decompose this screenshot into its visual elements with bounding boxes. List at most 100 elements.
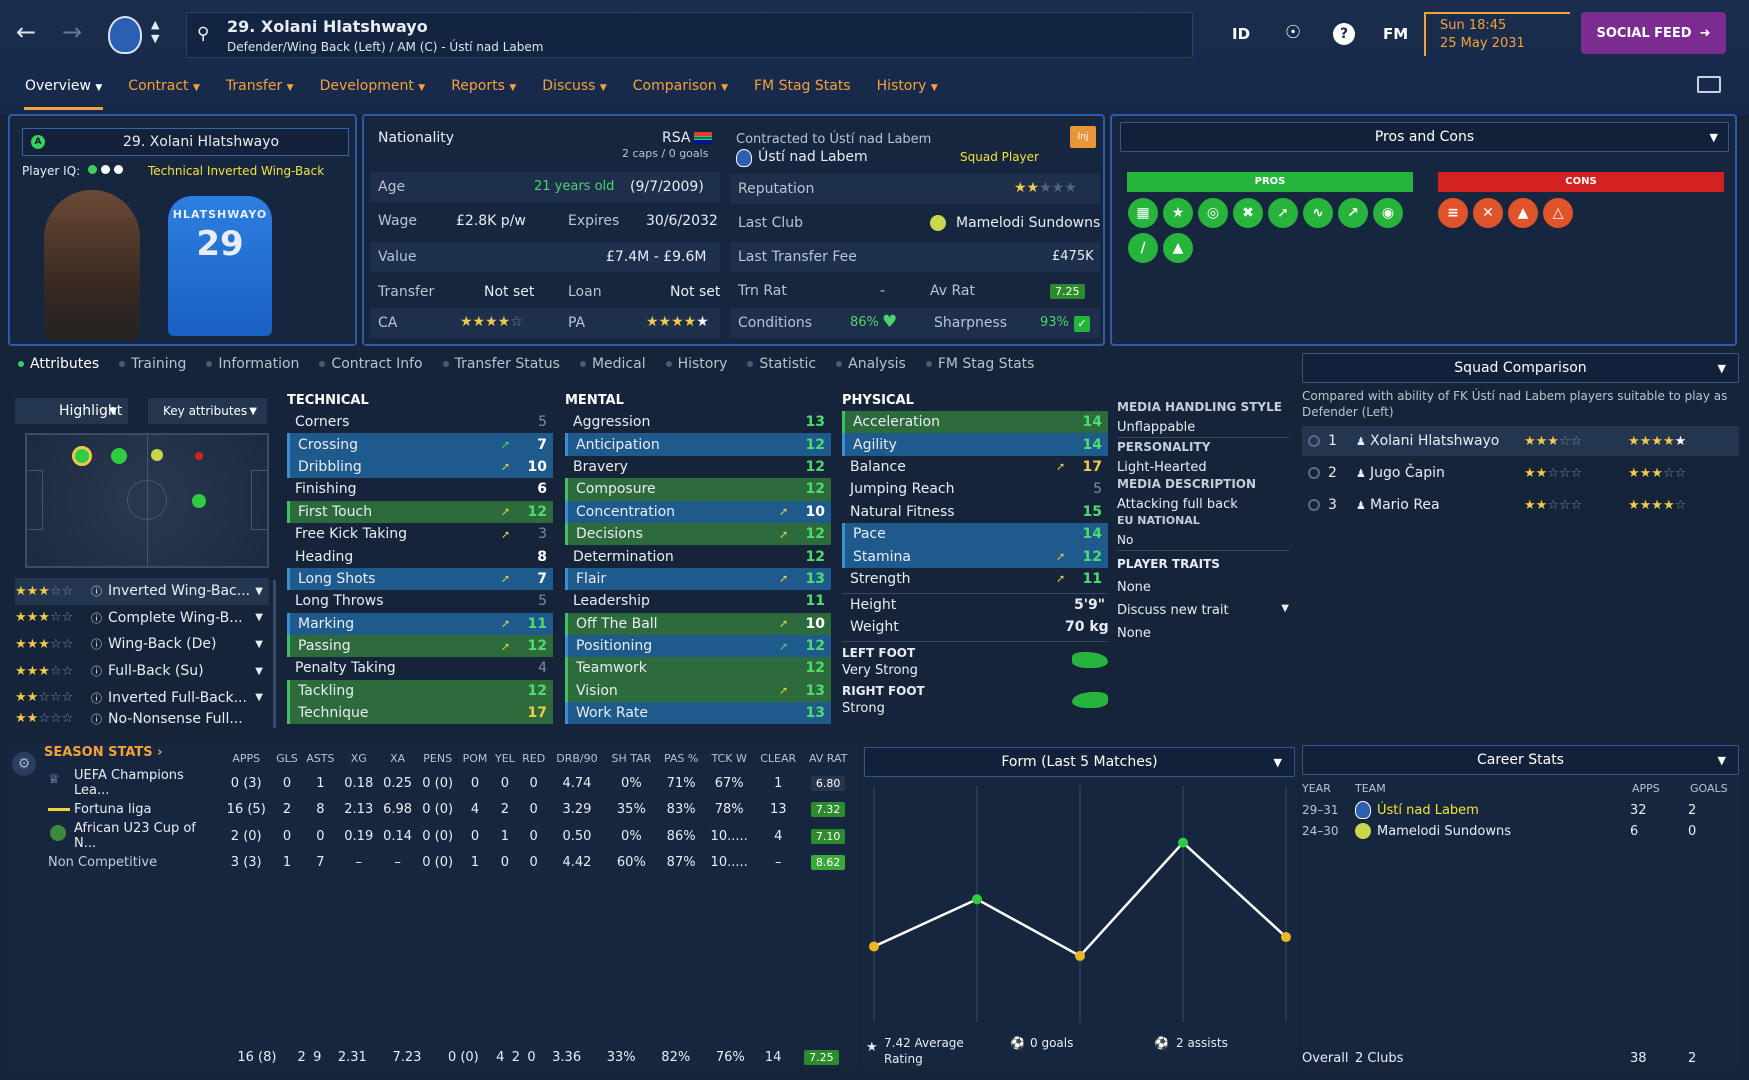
attr-row-pace[interactable]: Pace 14 [842,522,1108,546]
attr-row-composure[interactable]: Composure 12 [565,478,831,501]
club-name[interactable]: Ústí nad Labem [758,149,868,165]
tab-contract[interactable]: Contract ▼ [128,78,200,94]
attr-row-agility[interactable]: Agility 14 [842,433,1108,456]
con-icon[interactable]: ✕ [1473,198,1503,228]
con-icon[interactable]: △ [1543,198,1573,228]
pro-icon[interactable]: ↗ [1338,198,1368,228]
highlight-dropdown[interactable]: Highlight ▼ [15,398,128,424]
squad-row[interactable]: 3 ♟ Mario Rea ★★☆☆☆ ★★★★☆ [1302,490,1739,520]
squad-comparison-dropdown[interactable]: Squad Comparison ▼ [1302,353,1739,383]
attr-row-decisions[interactable]: Decisions ➚ 12 [565,522,831,546]
form-point[interactable] [1281,932,1291,943]
attr-row-marking[interactable]: Marking ➚ 11 [287,612,553,635]
attr-row-long-throws[interactable]: Long Throws 5 [295,593,547,610]
subtab-training[interactable]: Training [109,356,196,372]
settings-gear-icon[interactable]: ⚙ [12,752,36,776]
attr-row-positioning[interactable]: Positioning ➚ 12 [565,634,831,658]
role-item[interactable]: ★★★☆☆ ⓘ Inverted Wing-Bac... ▼ [15,578,269,605]
pro-icon[interactable]: ∕ [1128,233,1158,263]
pro-icon[interactable]: ◎ [1198,198,1228,228]
attr-row-bravery[interactable]: Bravery 12 [573,458,825,475]
subtab-medical[interactable]: Medical [570,356,656,372]
club-crest-icon[interactable] [108,16,142,54]
pro-icon[interactable]: ∿ [1303,198,1333,228]
subtab-contract-info[interactable]: Contract Info [309,356,432,372]
attr-row-determination[interactable]: Determination 12 [573,548,825,565]
attr-row-dribbling[interactable]: Dribbling ➚ 10 [287,455,553,479]
form-point[interactable] [1075,950,1085,961]
subtab-statistic[interactable]: Statistic [737,356,826,372]
forward-arrow-icon[interactable]: → [62,18,83,46]
attr-row-finishing[interactable]: Finishing 6 [295,481,547,498]
attr-row-work-rate[interactable]: Work Rate 13 [565,702,831,725]
squad-row[interactable]: 2 ♟ Jugo Čapin ★★☆☆☆ ★★★☆☆ [1302,458,1739,488]
date-box[interactable]: Sun 18:45 25 May 2031 [1424,12,1570,56]
attr-row-free-kick[interactable]: Free Kick Taking ➚ 3 [295,526,547,543]
role-item[interactable]: ★★★☆☆ ⓘ Full-Back (Su) ▼ [15,663,263,680]
attr-row-leadership[interactable]: Leadership 11 [573,593,825,610]
tab-reports[interactable]: Reports ▼ [451,78,517,94]
season-stats-title[interactable]: SEASON STATS › [44,745,163,760]
stats-row[interactable]: African U23 Cup of N... 2 (0) 0 0 0.19 0.14 0 … [44,821,854,851]
role-item[interactable]: ★★★☆☆ ⓘ Wing-Back (De) ▼ [15,636,263,653]
attr-row-balance[interactable]: Balance ➚ 17 [850,458,1102,475]
tab-development[interactable]: Development ▼ [319,78,426,94]
squad-row[interactable]: 1 ♟ Xolani Hlatshwayo ★★★☆☆ ★★★★★ [1302,426,1739,456]
career-row[interactable]: 24–30 Mamelodi Sundowns 6 0 [1302,823,1697,839]
career-row[interactable]: 29–31 Ústí nad Labem 32 2 [1302,801,1697,819]
back-arrow-icon[interactable]: ← [16,18,37,46]
subtab-attributes[interactable]: Attributes [8,356,109,372]
monitor-icon[interactable] [1697,76,1721,93]
subtab-history[interactable]: History [656,356,738,372]
career-dropdown[interactable]: Career Stats ▼ [1302,745,1739,775]
social-feed-button[interactable]: SOCIAL FEED ➜ [1581,12,1726,54]
con-icon[interactable]: ▲ [1508,198,1538,228]
attr-row-stamina[interactable]: Stamina ➚ 12 [842,545,1108,568]
pro-icon[interactable]: ★ [1163,198,1193,228]
form-dropdown[interactable]: Form (Last 5 Matches) ▼ [864,747,1295,777]
attr-row-strength[interactable]: Strength ➚ 11 [850,570,1102,587]
last-club-value[interactable]: Mamelodi Sundowns [956,215,1101,231]
id-button[interactable]: ID [1232,25,1251,43]
tab-transfer[interactable]: Transfer ▼ [225,78,294,94]
pro-icon[interactable]: ▦ [1128,198,1158,228]
subtab-transfer-status[interactable]: Transfer Status [433,356,570,372]
prev-next-player-icon[interactable]: ▲ ▼ [151,18,160,45]
injury-badge[interactable]: Inj [1070,126,1096,148]
pros-cons-dropdown[interactable]: Pros and Cons ▼ [1120,122,1729,152]
attr-row-teamwork[interactable]: Teamwork 12 [565,657,831,680]
attr-row-acceleration[interactable]: Acceleration 14 [842,411,1108,434]
subtab-analysis[interactable]: Analysis [826,356,916,372]
attr-row-vision[interactable]: Vision ➚ 13 [565,679,831,703]
globe-icon[interactable]: ☉ [1285,22,1302,43]
stats-row[interactable]: Non Competitive 3 (3) 1 7– –0 (0) 1 0 0 4.42 60% 8… [44,851,854,874]
role-item[interactable]: ★★☆☆☆ ⓘ Inverted Full-Back... ▼ [15,689,263,706]
attr-row-first-touch[interactable]: First Touch ➚ 12 [287,500,553,523]
attr-row-natural-fitness[interactable]: Natural Fitness 15 [850,503,1102,520]
search-bar[interactable]: ⚲ 29. Xolani Hlatshwayo Defender/Wing Ba… [186,12,1193,58]
tab-history[interactable]: History ▼ [876,78,938,94]
attr-row-off-the-ball[interactable]: Off The Ball ➚ 10 [565,612,831,635]
pro-icon[interactable]: ✖ [1233,198,1263,228]
role-item[interactable]: ★★☆☆☆ ⓘ No-Nonsense Full... [15,710,243,725]
discuss-trait-dropdown[interactable]: Discuss new trait ▼ [1117,603,1289,618]
attr-row-passing[interactable]: Passing ➚ 12 [287,634,553,658]
tab-fm-stag-stats[interactable]: FM Stag Stats [753,78,851,94]
form-point[interactable] [869,941,879,952]
tab-comparison[interactable]: Comparison ▼ [632,78,728,94]
attr-row-flair[interactable]: Flair ➚ 13 [565,567,831,591]
stats-row[interactable]: Fortuna liga 16 (5) 2 8 2.13 6.98 0 (0) 4 2 0 3.29… [44,798,854,821]
subtab-fm-stag-stats[interactable]: FM Stag Stats [916,356,1045,372]
pro-icon[interactable]: ➚ [1268,198,1298,228]
attr-row-aggression[interactable]: Aggression 13 [573,414,825,431]
roles-scrollbar[interactable] [273,580,276,728]
attr-row-technique[interactable]: Technique 17 [287,702,553,725]
tab-overview[interactable]: Overview ▼ [12,75,115,110]
attr-row-corners[interactable]: Corners 5 [295,414,547,431]
help-icon[interactable]: ? [1333,23,1355,45]
form-point[interactable] [1178,837,1188,848]
subtab-information[interactable]: Information [196,356,309,372]
tab-discuss[interactable]: Discuss ▼ [542,78,607,94]
role-item[interactable]: ★★★☆☆ ⓘ Complete Wing-B... ▼ [15,609,263,626]
con-icon[interactable]: ≡ [1438,198,1468,228]
